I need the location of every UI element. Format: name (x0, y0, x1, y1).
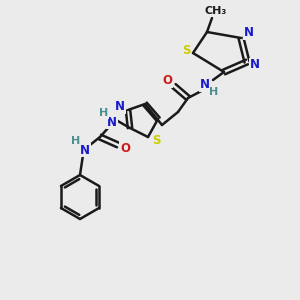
Text: O: O (120, 142, 130, 154)
Text: H: H (209, 87, 219, 97)
Text: H: H (99, 108, 109, 118)
Text: S: S (182, 44, 190, 58)
Text: CH₃: CH₃ (205, 6, 227, 16)
Text: N: N (250, 58, 260, 71)
Text: S: S (152, 134, 160, 148)
Text: N: N (200, 79, 210, 92)
Text: N: N (244, 26, 254, 40)
Text: N: N (107, 116, 117, 128)
Text: N: N (80, 143, 90, 157)
Text: H: H (71, 136, 81, 146)
Text: O: O (162, 74, 172, 88)
Text: N: N (115, 100, 125, 113)
